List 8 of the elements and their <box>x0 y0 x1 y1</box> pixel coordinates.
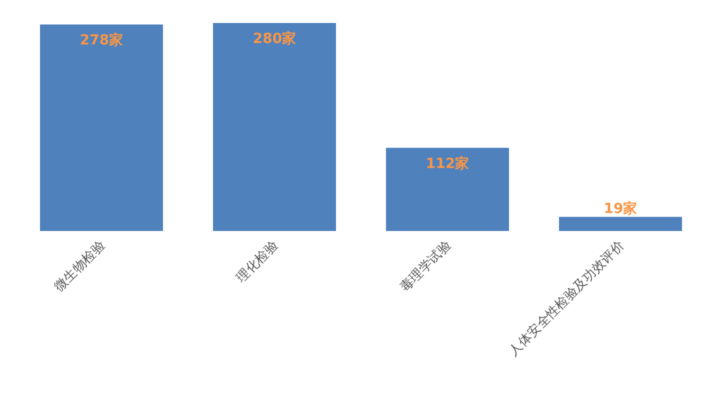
data-label: 278家 <box>80 31 124 48</box>
x-tick-label: 微生物检验 <box>52 238 108 295</box>
data-label: 112家 <box>426 154 470 172</box>
x-tick-label: 人体安全性检验及功效评价 <box>506 238 628 360</box>
x-tick-label: 理化检验 <box>234 238 282 286</box>
data-label: 19家 <box>604 200 638 217</box>
data-label: 280家 <box>252 30 296 47</box>
x-tick-label: 毒理学试验 <box>398 238 454 295</box>
